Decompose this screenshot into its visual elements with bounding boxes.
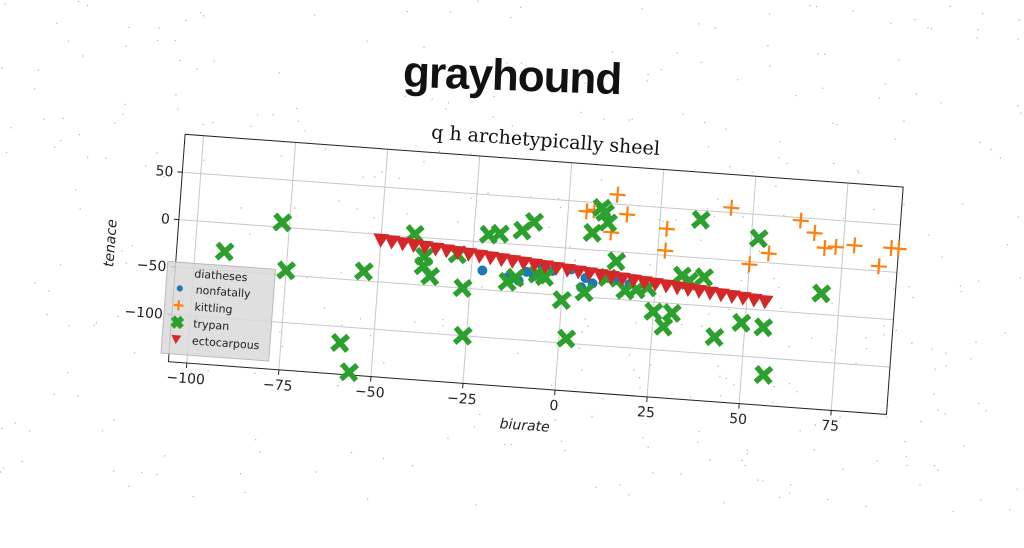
x-tick-label: −25 [447, 390, 478, 408]
x-axis-label: biurate [499, 416, 550, 436]
point-trypan [813, 285, 829, 301]
x-gridline [555, 163, 572, 390]
y-tick-label: −50 [136, 257, 167, 275]
point-kittling [723, 199, 740, 216]
chart-title: q h archetypically sheel [431, 121, 661, 160]
point-kittling [657, 242, 674, 259]
point-trypan [274, 214, 290, 230]
point-trypan [492, 226, 508, 242]
point-kittling [619, 206, 636, 223]
legend-label-trypan: trypan [193, 317, 230, 333]
legend: diatheses nonfatallykittlingtrypanectoca… [161, 261, 275, 361]
noise-dot [853, 11, 854, 12]
x-tick-label: 75 [821, 418, 840, 435]
point-kittling [846, 237, 863, 254]
x-gridline [463, 156, 480, 383]
noise-dot [769, 13, 770, 14]
noise-dot [978, 29, 979, 30]
point-kittling [792, 212, 809, 229]
point-ectocarpous [757, 295, 774, 310]
noise-dot [982, 13, 983, 14]
x-tick-label: 25 [636, 404, 655, 421]
point-kittling [760, 245, 777, 262]
y-tick-label: 50 [155, 163, 174, 180]
point-kittling [870, 258, 887, 275]
point-trypan [733, 315, 749, 331]
noise-dot [950, 6, 951, 7]
point-trypan [696, 269, 712, 285]
x-tick-label: −50 [354, 383, 385, 401]
noise-dot [4, 3, 5, 4]
point-kittling [827, 238, 844, 255]
x-gridline [739, 176, 756, 403]
y-tick-label: 0 [160, 211, 170, 228]
y-axis-label: tenace [101, 219, 120, 268]
point-trypan [608, 253, 624, 269]
noise-dot [193, 496, 194, 497]
noise-dot [128, 486, 129, 487]
x-tick-label: 50 [729, 411, 748, 428]
point-trypan [706, 329, 722, 345]
point-kittling [658, 220, 675, 237]
noise-dot [915, 19, 916, 20]
x-gridline [279, 142, 296, 369]
point-kittling [741, 256, 758, 273]
noise-dot [1009, 509, 1010, 510]
point-trypan [693, 212, 709, 228]
noise-dot [816, 6, 817, 7]
noise-dot [1017, 489, 1018, 490]
point-trypan [584, 225, 600, 241]
point-nonfatally [477, 265, 488, 276]
point-trypan [558, 330, 574, 346]
legend-marker-trypan [172, 317, 182, 327]
y-tick-label: −100 [124, 304, 164, 323]
noise-dot [245, 492, 246, 493]
point-kittling [806, 224, 823, 241]
noise-dot [810, 5, 811, 6]
noise-dot [1019, 19, 1020, 20]
point-trypan [332, 335, 348, 351]
data-marks [208, 158, 909, 420]
point-kittling [609, 186, 626, 203]
point-kittling [816, 239, 833, 256]
point-trypan [751, 230, 767, 246]
noise-dot [6, 152, 7, 153]
x-tick-label: −100 [166, 370, 206, 389]
point-trypan [356, 263, 372, 279]
noise-dot [890, 23, 891, 24]
x-tick-label: −75 [262, 377, 293, 395]
point-trypan [755, 367, 771, 383]
point-trypan [216, 243, 232, 259]
point-trypan [755, 319, 771, 335]
x-gridline [831, 183, 848, 410]
x-gridline [371, 149, 388, 376]
legend-label-kittling: kittling [194, 301, 233, 317]
point-trypan [341, 364, 357, 380]
point-trypan [655, 318, 671, 334]
x-tick-label: 0 [549, 398, 559, 415]
point-trypan [664, 305, 680, 321]
